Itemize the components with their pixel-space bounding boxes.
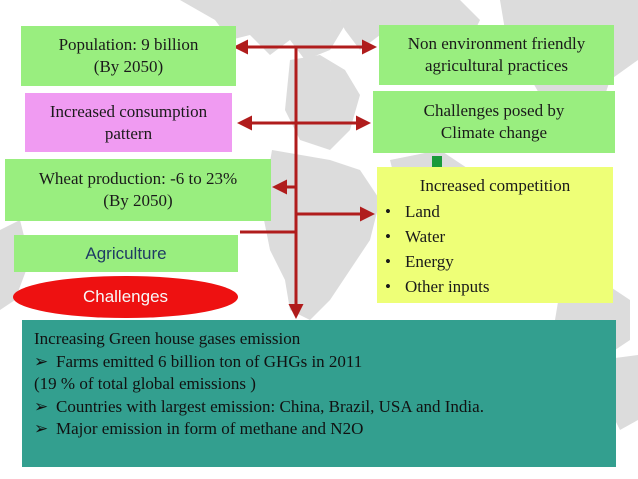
consumption-line2: pattern	[104, 123, 153, 143]
challenges-label: Challenges	[82, 287, 169, 306]
consumption-line1: Increased consumption	[49, 101, 208, 121]
emissions-title: Increasing Green house gases emission	[34, 329, 301, 348]
agriculture-box: Agriculture	[14, 235, 238, 272]
nonenv-line1: Non environment friendly	[407, 34, 586, 53]
emissions-point-1: ➢ Farms emitted 6 billion ton of GHGs in …	[34, 351, 604, 374]
emissions-note: (19 % of total global emissions )	[34, 374, 256, 393]
challenges-oval: Challenges	[13, 276, 238, 318]
wheat-production-box: Wheat production: -6 to 23% (By 2050)	[5, 159, 271, 221]
emissions-point-3: ➢ Major emission in form of methane and N…	[34, 418, 604, 441]
population-line2: (By 2050)	[93, 57, 164, 76]
population-line1: Population: 9 billion	[58, 35, 199, 54]
agriculture-label: Agriculture	[85, 243, 167, 263]
competition-list: Land Water Energy Other inputs	[377, 199, 613, 299]
climate-line2: Climate change	[440, 123, 548, 142]
ghg-emissions-box: Increasing Green house gases emission ➢ F…	[22, 320, 616, 467]
non-environment-friendly-box: Non environment friendly agricultural pr…	[379, 25, 614, 85]
wheat-line1: Wheat production: -6 to 23%	[38, 169, 238, 188]
competition-item-energy: Energy	[377, 249, 613, 274]
wheat-line2: (By 2050)	[103, 191, 173, 210]
consumption-box: Increased consumption pattern	[25, 93, 232, 152]
climate-line1: Challenges posed by	[423, 101, 565, 120]
increased-competition-box: Increased competition Land Water Energy …	[377, 167, 613, 303]
arrow-bullet-icon: ➢	[34, 351, 49, 371]
arrow-bullet-icon: ➢	[34, 419, 49, 438]
emissions-point-2: ➢ Countries with largest emission: China,…	[34, 396, 604, 419]
nonenv-line2: agricultural practices	[424, 56, 568, 75]
competition-item-other-inputs: Other inputs	[377, 274, 613, 299]
competition-item-water: Water	[377, 224, 613, 249]
population-box: Population: 9 billion (By 2050)	[21, 26, 236, 86]
competition-title: Increased competition	[419, 176, 571, 195]
arrow-bullet-icon: ➢	[34, 396, 49, 416]
competition-item-land: Land	[377, 199, 613, 224]
climate-change-box: Challenges posed by Climate change	[373, 91, 615, 153]
